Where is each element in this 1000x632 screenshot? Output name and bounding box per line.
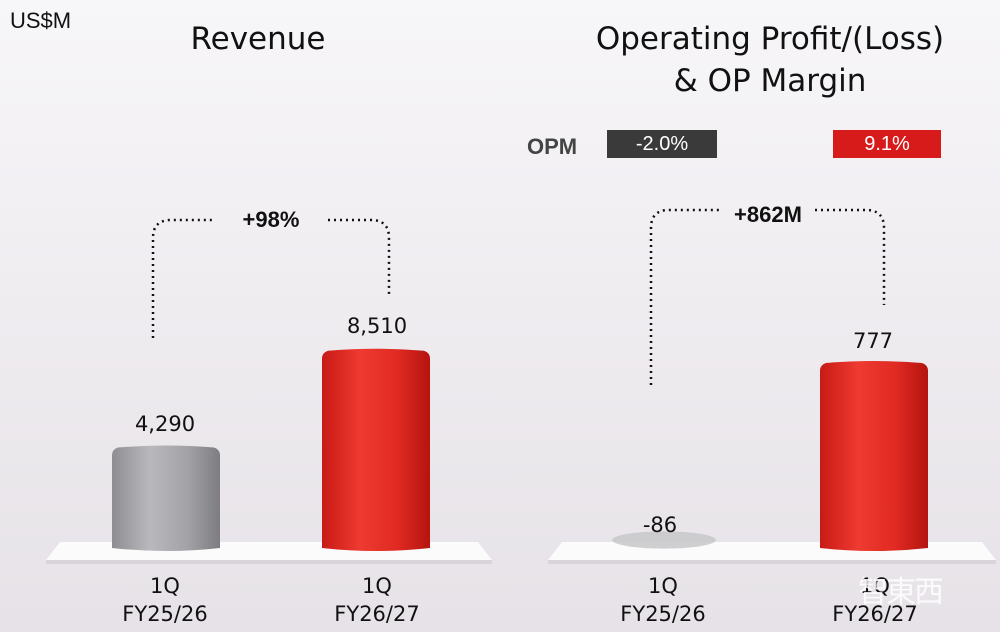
x-label-line: 1Q bbox=[362, 574, 392, 598]
op-change-bracket-right bbox=[815, 208, 886, 305]
revenue-change-label: +98% bbox=[242, 207, 300, 232]
x-label-line: 1Q bbox=[150, 574, 180, 598]
bar-revenue-fy26 bbox=[322, 348, 430, 551]
revenue-change-bracket-right bbox=[328, 218, 391, 296]
x-label-revenue-fy25: 1Q FY25/26 bbox=[95, 572, 235, 628]
opm-value-fy25: -2.0% bbox=[607, 130, 717, 158]
op-change-bracket-left bbox=[649, 208, 722, 385]
x-label-revenue-fy26: 1Q FY26/27 bbox=[307, 572, 447, 628]
bar-op-fy26 bbox=[820, 361, 928, 551]
x-label-line: 1Q bbox=[860, 574, 890, 598]
value-label-op-fy25: -86 bbox=[642, 513, 678, 537]
x-label-op-fy25: 1Q FY25/26 bbox=[593, 572, 733, 628]
op-chart-title-line-2: & OP Margin bbox=[673, 63, 867, 99]
bar-revenue-fy25 bbox=[112, 445, 220, 551]
op-platform bbox=[548, 542, 996, 560]
unit-label: US$M bbox=[10, 8, 72, 33]
op-change-label: +862M bbox=[734, 202, 802, 227]
x-label-line: 1Q bbox=[648, 574, 678, 598]
revenue-platform-edge bbox=[46, 560, 492, 564]
bars-group bbox=[112, 348, 928, 551]
x-label-line: FY26/27 bbox=[334, 602, 420, 626]
opm-value-fy26: 9.1% bbox=[833, 130, 941, 158]
op-chart-title-line-1: Operating Profit/(Loss) bbox=[595, 21, 945, 57]
op-chart-title: Operating Profit/(Loss) & OP Margin bbox=[560, 18, 980, 102]
x-label-op-fy26: 1Q FY26/27 bbox=[805, 572, 945, 628]
value-label-revenue-fy26: 8,510 bbox=[346, 314, 408, 338]
x-label-line: FY26/27 bbox=[832, 602, 918, 626]
watermark-logo: 智東西 bbox=[858, 575, 944, 610]
revenue-change-bracket-left bbox=[151, 218, 214, 338]
revenue-chart-title: Revenue bbox=[190, 21, 326, 57]
opm-label: OPM bbox=[527, 134, 578, 159]
value-label-op-fy26: 777 bbox=[852, 329, 894, 353]
x-label-line: FY25/26 bbox=[620, 602, 706, 626]
op-platform-edge bbox=[548, 560, 996, 564]
bar-op-fy25 bbox=[612, 531, 716, 549]
value-label-revenue-fy25: 4,290 bbox=[134, 412, 196, 436]
x-label-line: FY25/26 bbox=[122, 602, 208, 626]
